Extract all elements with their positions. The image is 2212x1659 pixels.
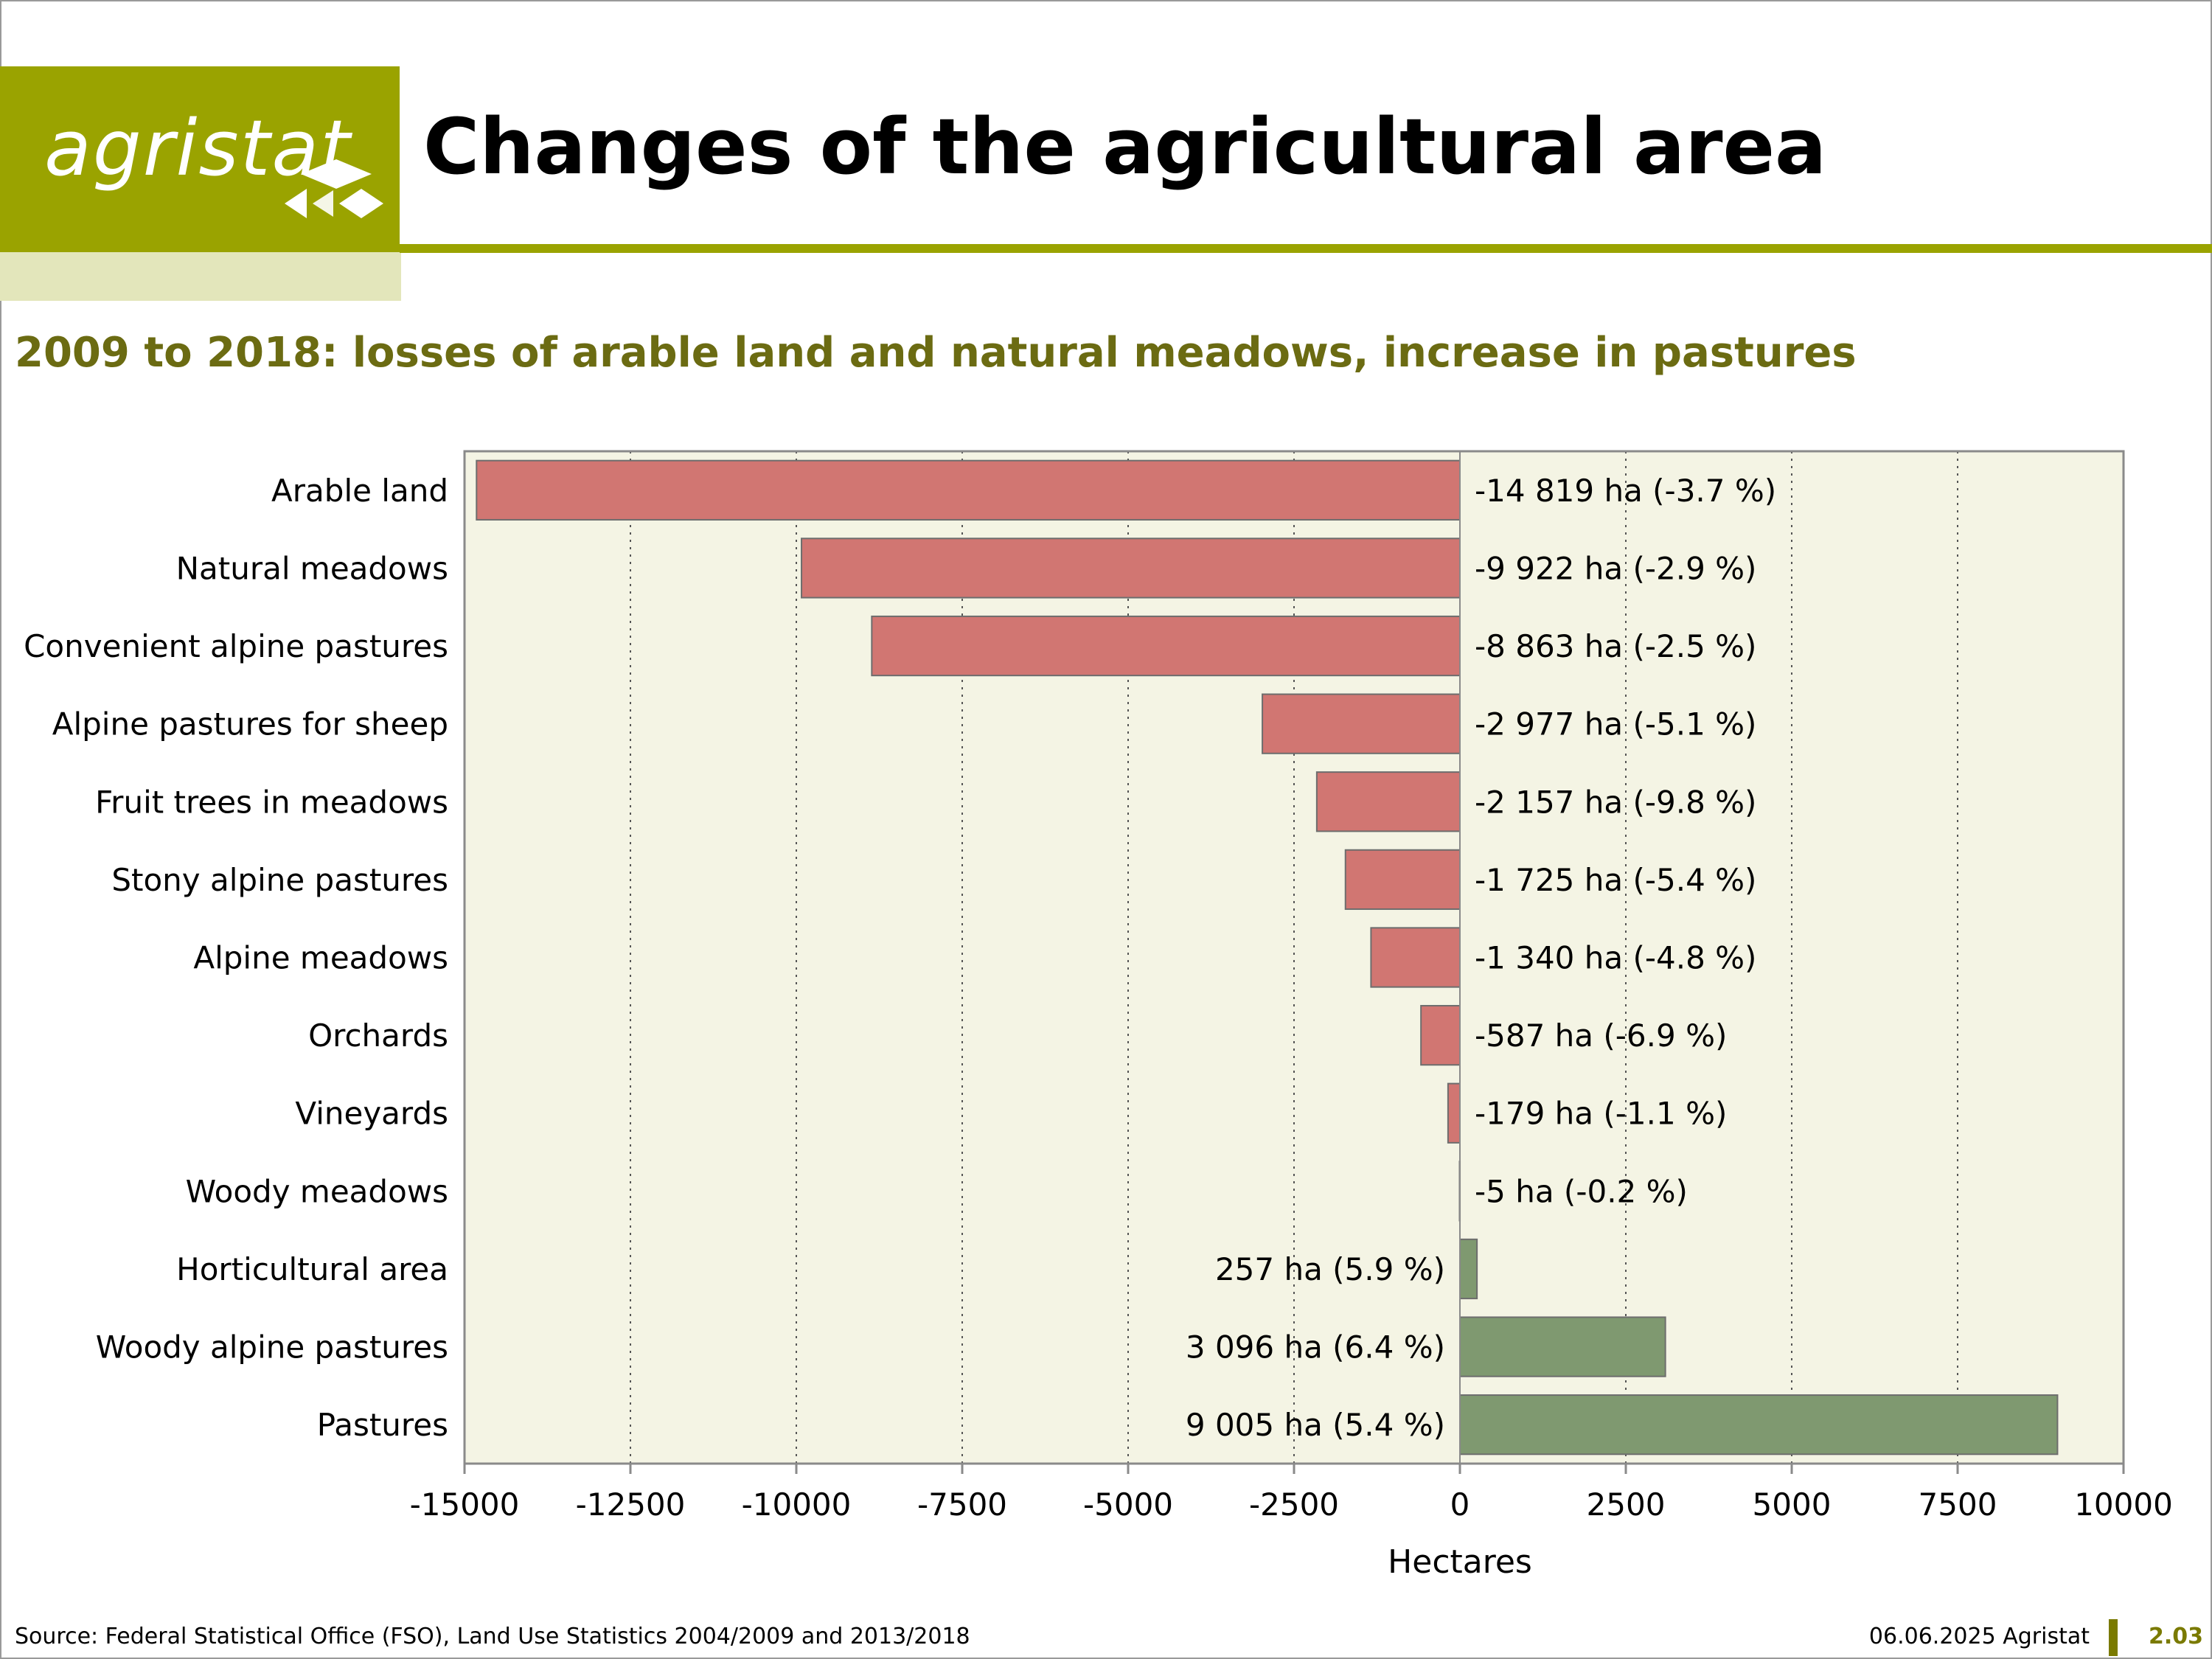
- bars-group: [476, 459, 2059, 1455]
- tick-label: -10000: [742, 1486, 852, 1523]
- logo-block: [0, 66, 400, 252]
- data-label: -14 819 ha (-3.7 %): [1475, 473, 1776, 509]
- data-label: -5 ha (-0.2 %): [1475, 1173, 1688, 1209]
- bar: [1370, 927, 1461, 988]
- tick-label: -5000: [1083, 1486, 1173, 1523]
- category-label: Woody meadows: [186, 1173, 448, 1209]
- tick-label: -2500: [1249, 1486, 1339, 1523]
- category-labels: Arable land Natural meadows Convenient alp…: [24, 473, 448, 1443]
- page-title: Changes of the agricultural area: [423, 102, 1827, 192]
- data-label: -1 725 ha (-5.4 %): [1475, 862, 1756, 898]
- plot-area: [465, 451, 2124, 1464]
- data-label: -179 ha (-1.1 %): [1475, 1096, 1727, 1132]
- category-label: Alpine meadows: [193, 940, 448, 976]
- data-label: -9 922 ha (-2.9 %): [1475, 550, 1756, 586]
- header-rule: [400, 244, 2212, 253]
- category-label: Horticultural area: [176, 1251, 448, 1287]
- chart-subtitle: 2009 to 2018: losses of arable land and …: [15, 329, 1857, 377]
- data-label: -2 977 ha (-5.1 %): [1475, 706, 1756, 742]
- data-label: 9 005 ha (5.4 %): [1186, 1407, 1445, 1443]
- bar: [1447, 1082, 1461, 1144]
- tick-label: -12500: [576, 1486, 686, 1523]
- bar: [801, 538, 1461, 599]
- x-axis-label: Hectares: [1388, 1543, 1532, 1581]
- data-label: -2 157 ha (-9.8 %): [1475, 784, 1756, 820]
- bar: [1315, 771, 1461, 832]
- bar: [1459, 1238, 1478, 1300]
- footer-date: 06.06.2025 Agristat: [1868, 1624, 2090, 1649]
- category-label: Arable land: [271, 473, 448, 509]
- category-label: Pastures: [317, 1407, 448, 1443]
- category-label: Vineyards: [295, 1096, 448, 1132]
- bar: [1420, 1004, 1461, 1066]
- x-axis-ticks: -15000 -12500 -10000 -7500 -5000 -2500 0 2500 50…: [410, 1464, 2173, 1523]
- category-label: Woody alpine pastures: [96, 1329, 448, 1366]
- tick-label: 7500: [1919, 1486, 1997, 1523]
- tick-label: 2500: [1587, 1486, 1666, 1523]
- tick-label: 0: [1450, 1486, 1470, 1523]
- bar: [1459, 1394, 2059, 1455]
- category-label: Orchards: [308, 1018, 448, 1054]
- bar: [476, 459, 1461, 521]
- logo-wordmark: agristat: [44, 103, 352, 193]
- bar: [1262, 693, 1461, 754]
- tick-label: -7500: [917, 1486, 1007, 1523]
- bar: [871, 615, 1461, 677]
- source-note: Source: Federal Statistical Office (FSO)…: [15, 1624, 970, 1649]
- bar: [1459, 1316, 1666, 1377]
- data-labels: -14 819 ha (-3.7 %) -9 922 ha (-2.9 %) -8 …: [1186, 473, 1776, 1443]
- category-label: Alpine pastures for sheep: [52, 706, 448, 742]
- data-label: -1 340 ha (-4.8 %): [1475, 940, 1756, 976]
- category-label: Fruit trees in meadows: [95, 784, 448, 820]
- tick-label: 10000: [2074, 1486, 2173, 1523]
- bar: [1344, 849, 1461, 911]
- data-label: 3 096 ha (6.4 %): [1186, 1329, 1445, 1366]
- logo-diamonds-icon: [285, 159, 383, 218]
- category-label: Natural meadows: [176, 550, 448, 586]
- tick-label: 5000: [1753, 1486, 1832, 1523]
- category-label: Convenient alpine pastures: [24, 628, 448, 664]
- bar-chart: Arable land Natural meadows Convenient alp…: [24, 450, 2173, 1581]
- footer-separator: [2109, 1619, 2118, 1656]
- category-label: Stony alpine pastures: [111, 862, 448, 898]
- data-label: 257 ha (5.9 %): [1215, 1251, 1445, 1287]
- logo-underlay: [0, 252, 401, 301]
- data-label: -8 863 ha (-2.5 %): [1475, 628, 1756, 664]
- data-label: -587 ha (-6.9 %): [1475, 1018, 1727, 1054]
- page-number: 2.03: [2149, 1624, 2204, 1649]
- tick-label: -15000: [410, 1486, 520, 1523]
